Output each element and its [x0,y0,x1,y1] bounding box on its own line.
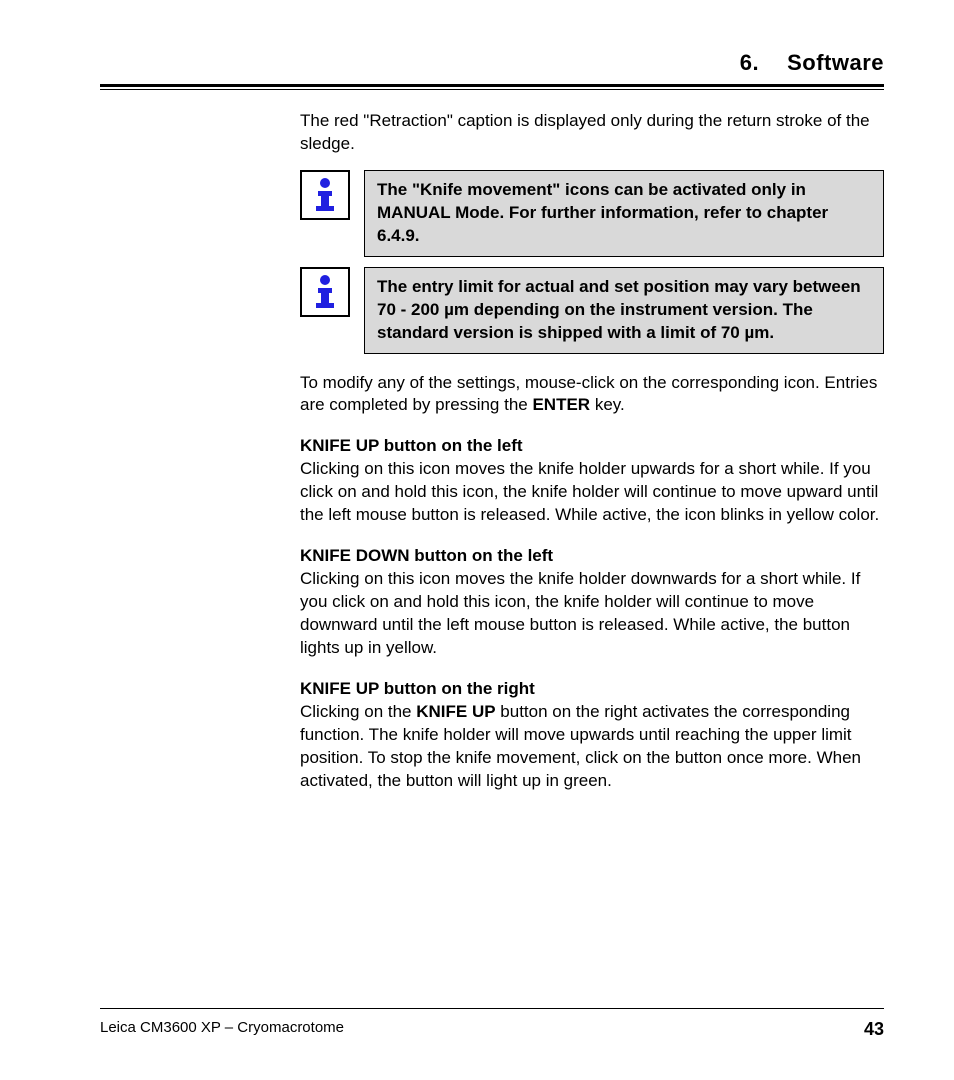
section-number: 6. [740,50,759,75]
info-box-2: The entry limit for actual and set posit… [300,267,884,354]
section-body: Clicking on this icon moves the knife ho… [300,568,884,660]
page-footer: Leica CM3600 XP – Cryomacrotome 43 [100,1008,884,1040]
text: Clicking on the [300,702,416,721]
header-rule [100,84,884,90]
section-heading: KNIFE UP button on the right [300,678,884,701]
section-body: Clicking on the KNIFE UP button on the r… [300,701,884,793]
section-body: Clicking on this icon moves the knife ho… [300,458,884,527]
info-icon [300,267,350,317]
knife-up-label: KNIFE UP [416,702,495,721]
content-column: The red "Retraction" caption is displaye… [300,110,884,807]
info-icon [300,170,350,220]
section-heading: KNIFE UP button on the left [300,435,884,458]
footer-page-number: 43 [864,1019,884,1040]
section-title: Software [787,50,884,75]
section-heading: KNIFE DOWN button on the left [300,545,884,568]
footer-product: Leica CM3600 XP – Cryomacrotome [100,1019,344,1040]
modify-paragraph: To modify any of the settings, mouse-cli… [300,372,884,418]
info-box-1: The "Knife movement" icons can be activa… [300,170,884,257]
info-text: The "Knife movement" icons can be activa… [364,170,884,257]
intro-paragraph: The red "Retraction" caption is displaye… [300,110,884,156]
enter-key-label: ENTER [532,395,590,414]
text: key. [590,395,625,414]
info-text: The entry limit for actual and set posit… [364,267,884,354]
page-header: 6. Software [100,50,884,84]
